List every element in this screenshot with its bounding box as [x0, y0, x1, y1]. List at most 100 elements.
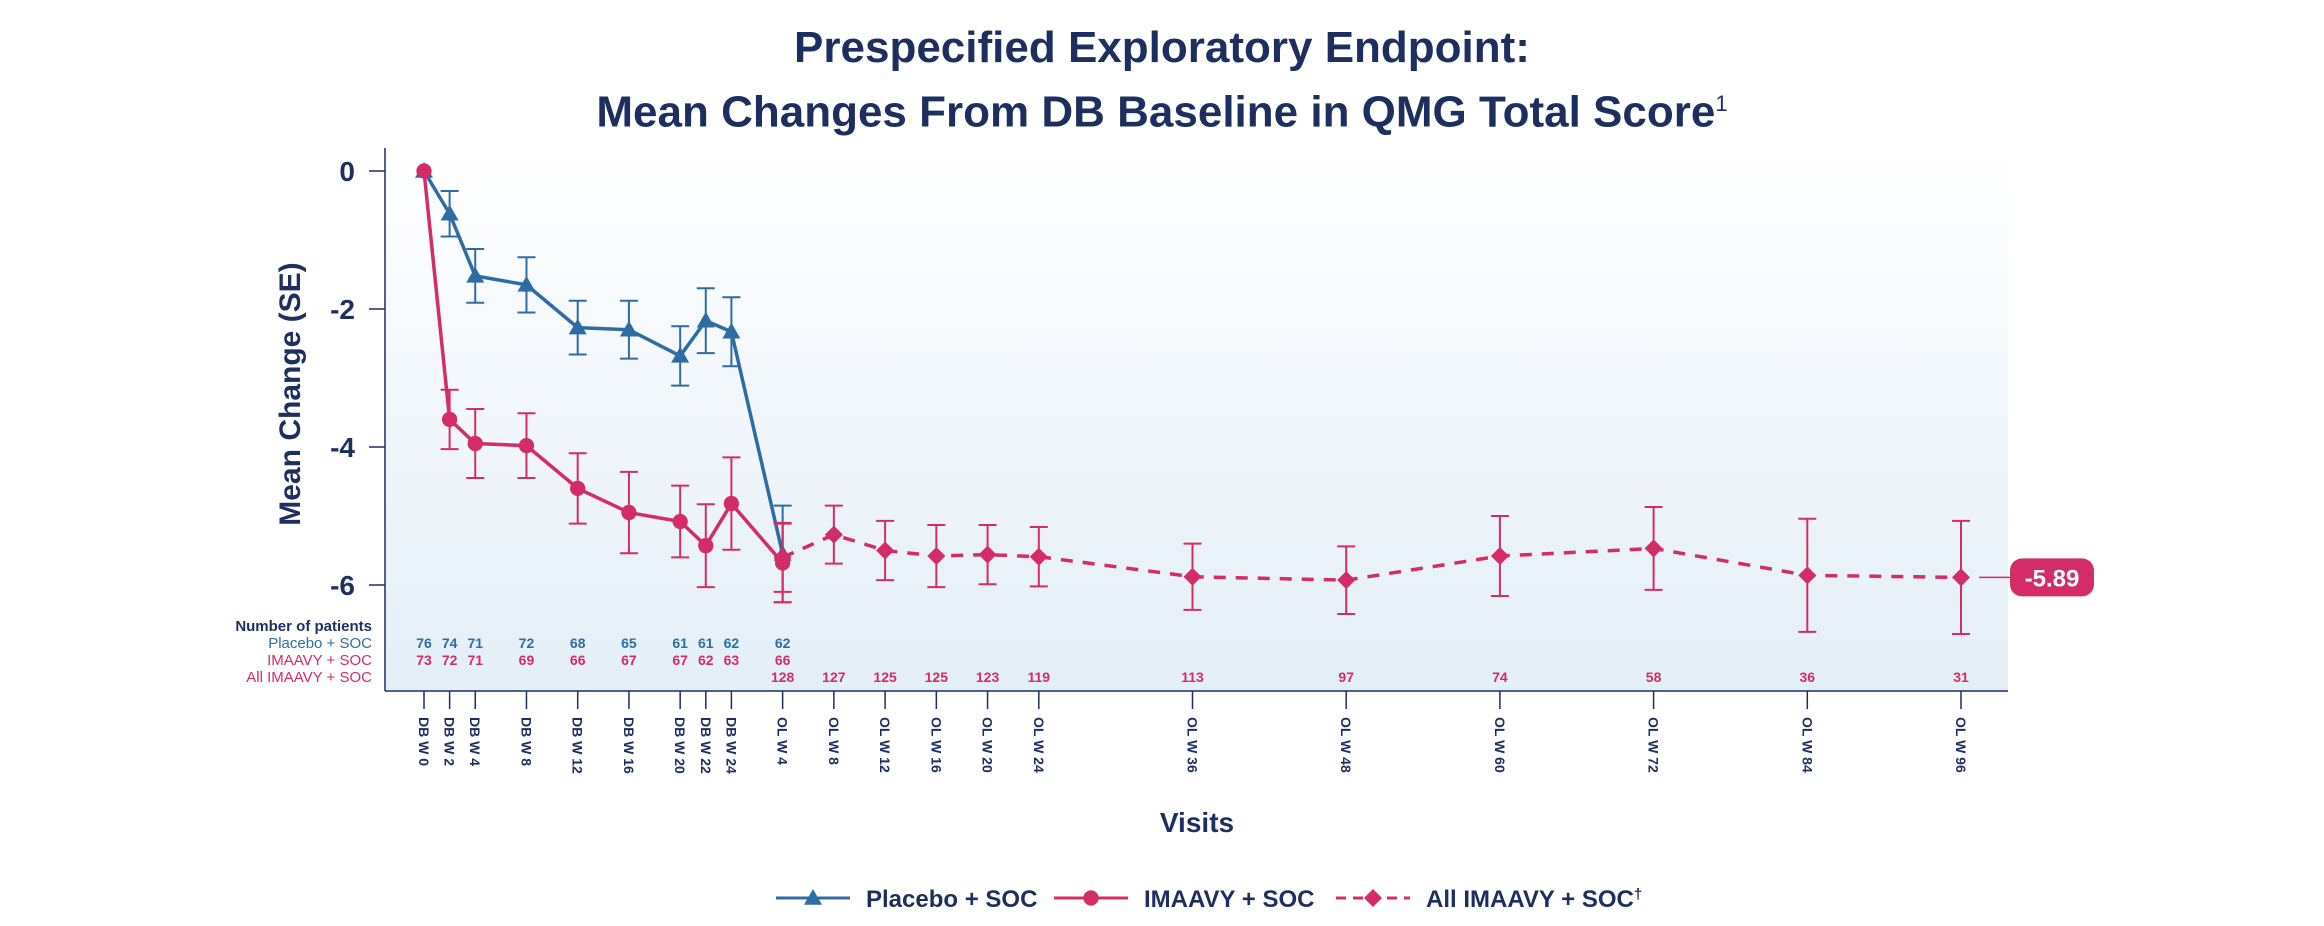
data-point: [672, 513, 688, 530]
data-point: [619, 320, 638, 337]
legend-label: All IMAAVY + SOC†: [1426, 886, 1642, 913]
patient-count: 119: [1028, 669, 1051, 685]
data-point: [773, 548, 792, 567]
patient-count: 63: [724, 652, 740, 668]
series-layer: -5.89: [415, 162, 2094, 635]
series-line: [422, 170, 785, 555]
patient-count: 68: [570, 635, 586, 651]
y-tick-label: -4: [330, 432, 355, 463]
data-point: [696, 311, 715, 328]
x-tick-label: DB W 2: [442, 717, 458, 766]
data-point: [568, 318, 587, 335]
patient-count: 66: [570, 652, 586, 668]
legend-marker-circle: [1083, 890, 1099, 906]
y-tick-label: -2: [330, 294, 355, 325]
x-tick-label: OL W 48: [1338, 717, 1354, 773]
patient-count: 69: [519, 652, 535, 668]
final-value-callout-box: [2010, 558, 2094, 597]
x-tick-label: DB W 16: [621, 717, 637, 774]
patient-count: 62: [724, 635, 740, 651]
patient-count: 123: [976, 669, 1000, 685]
chart-title: Prespecified Exploratory Endpoint: Mean …: [0, 20, 2324, 141]
data-point: [1490, 547, 1509, 566]
series-line: [781, 532, 1962, 582]
data-point: [723, 495, 740, 512]
x-tick-label: OL W 60: [1492, 717, 1508, 773]
series-all-imaavy-soc: [773, 504, 1970, 635]
plot-area-background: [385, 148, 2008, 691]
chart-title-line1: Prespecified Exploratory Endpoint:: [794, 23, 1530, 72]
x-tick-label: DB W 20: [672, 717, 688, 774]
patient-count: 61: [672, 635, 688, 651]
data-point: [621, 504, 637, 521]
data-point: [440, 204, 459, 221]
patient-count: 128: [771, 669, 795, 685]
data-point: [570, 480, 586, 497]
data-point: [466, 266, 485, 283]
data-point: [824, 525, 843, 544]
x-tick-label: OL W 20: [980, 717, 996, 773]
data-point: [698, 538, 714, 554]
patients-row-label: All IMAAVY + SOC: [246, 669, 372, 686]
patient-count: 62: [775, 635, 791, 651]
patient-count: 125: [873, 669, 897, 685]
data-point: [1183, 567, 1202, 586]
x-tick-label: OL W 72: [1646, 717, 1662, 773]
data-point: [1798, 566, 1817, 585]
patient-count: 67: [621, 652, 637, 668]
patient-count: 58: [1646, 669, 1662, 685]
x-tick-label: OL W 8: [826, 717, 842, 765]
data-point: [416, 163, 432, 179]
title-footnote-mark: 1: [1715, 91, 1728, 116]
x-tick-label: OL W 24: [1031, 717, 1047, 773]
axes: 0 -2 -4 -6 Mean Change (SE) DB W 0 DB W 2 DB W …: [274, 148, 2008, 838]
x-tick-label: DB W 22: [698, 717, 714, 774]
x-tick-label: DB W 0: [416, 717, 432, 766]
data-point: [671, 346, 690, 363]
legend-label: IMAAVY + SOC: [1144, 886, 1314, 913]
y-axis-title: Mean Change (SE): [274, 262, 307, 525]
patient-count: 36: [1800, 669, 1816, 685]
data-point: [927, 547, 946, 566]
x-tick-label: OL W 12: [877, 717, 893, 773]
x-tick-label: OL W 84: [1799, 717, 1815, 773]
data-point: [1029, 547, 1048, 566]
patient-count: 71: [467, 635, 483, 651]
patients-header: Number of patients: [235, 618, 372, 635]
patient-count: 67: [672, 652, 688, 668]
legend-item: Placebo + SOC: [776, 886, 1037, 913]
data-point: [722, 322, 741, 339]
series-line: [422, 170, 784, 565]
patient-count: 72: [442, 652, 458, 668]
x-tick-label: DB W 12: [570, 717, 586, 774]
data-point: [518, 437, 535, 454]
patient-count: 74: [1492, 669, 1508, 685]
legend-item: IMAAVY + SOC: [1054, 886, 1314, 913]
x-tick-label: DB W 8: [518, 717, 534, 766]
legend-marker-triangle: [804, 889, 822, 905]
patient-count: 61: [698, 635, 714, 651]
patient-count: 31: [1953, 669, 1969, 685]
patient-count: 76: [416, 635, 432, 651]
y-tick-label: 0: [339, 156, 355, 187]
patients-row-label: Placebo + SOC: [268, 635, 372, 652]
legend-label-text: All IMAAVY + SOC: [1426, 886, 1634, 913]
legend-label-text: IMAAVY + SOC: [1144, 886, 1314, 913]
patient-count: 73: [416, 652, 432, 668]
patient-count: 66: [775, 652, 791, 668]
data-point: [1952, 568, 1970, 587]
data-point: [1337, 571, 1356, 590]
chart-title-line2-text: Mean Changes From DB Baseline in QMG Tot…: [596, 87, 1716, 137]
data-point: [441, 411, 458, 428]
legend: Placebo + SOC IMAAVY + SOC All IMAAVY + SO…: [776, 886, 1642, 913]
x-tick-label: OL W 16: [928, 717, 944, 773]
legend-marker-diamond: [1364, 889, 1382, 907]
chart-title-line2: Mean Changes From DB Baseline in QMG Tot…: [0, 76, 2324, 141]
patient-count: 74: [442, 635, 458, 651]
x-tick-label: OL W 36: [1185, 717, 1201, 773]
patient-count: 127: [822, 669, 846, 685]
patient-count: 62: [698, 652, 714, 668]
legend-label-text: Placebo + SOC: [866, 886, 1037, 913]
